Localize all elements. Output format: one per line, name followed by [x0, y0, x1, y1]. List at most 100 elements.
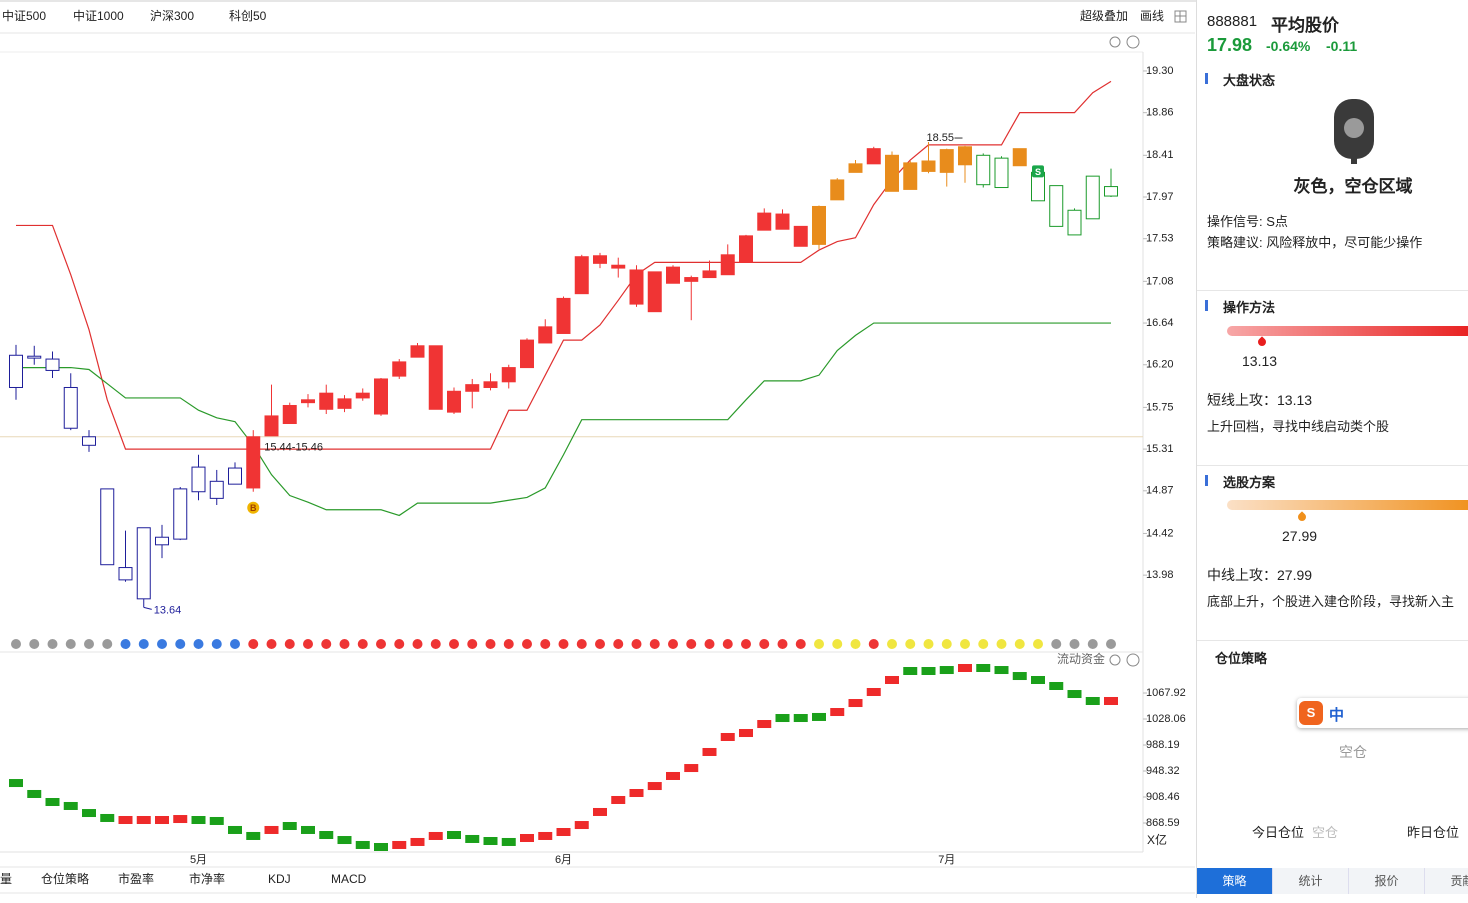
y-tick-label: 19.30	[1146, 65, 1174, 77]
status-dot	[1014, 639, 1025, 649]
candle-body	[574, 256, 589, 295]
status-dot	[960, 639, 970, 649]
status-dot	[321, 639, 332, 649]
status-dot	[376, 639, 386, 649]
status-dot	[84, 639, 94, 649]
method-text: 上升回档，寻找中线启动类个股	[1207, 419, 1390, 434]
marker-value: 27.99	[1282, 528, 1318, 544]
flow-bar	[866, 687, 881, 696]
flow-bar	[593, 807, 607, 816]
flow-bar	[501, 837, 516, 846]
status-light	[1344, 118, 1364, 138]
status-dot	[759, 639, 770, 649]
flow-bar	[173, 815, 188, 824]
candle-body	[465, 384, 480, 392]
panel-tab[interactable]: 策略	[1197, 868, 1273, 894]
status-dot	[120, 639, 131, 649]
pane-title: 流动资金	[1057, 651, 1105, 666]
candle-body	[209, 480, 224, 499]
flow-bar	[574, 821, 589, 830]
status-dot	[795, 639, 806, 649]
x-tick-label: 7月	[938, 854, 955, 866]
flow-bar	[647, 782, 662, 791]
status-dot	[887, 639, 897, 649]
ime-toolbar[interactable]: S 中	[1297, 698, 1468, 728]
flow-bar	[209, 816, 224, 825]
candle-body	[410, 345, 425, 358]
toolbar-button[interactable]: 超级叠加	[1080, 8, 1128, 23]
candle-body	[520, 339, 534, 369]
candle-body	[1067, 209, 1082, 236]
help-icon[interactable]	[1126, 35, 1140, 49]
status-dot	[339, 639, 350, 649]
low-label: 13.64	[154, 604, 182, 616]
candle-body	[9, 354, 23, 388]
candle-body	[994, 157, 1009, 189]
flow-bar	[319, 831, 334, 840]
y-tick-label: 18.86	[1146, 107, 1174, 119]
section-marker	[1205, 300, 1208, 311]
indicator-tab[interactable]: 市盈率	[118, 871, 154, 886]
flow-bar	[246, 831, 261, 840]
section-marker	[1205, 475, 1208, 486]
panel-tab[interactable]: 统计	[1273, 868, 1349, 894]
index-tab[interactable]: 科创50	[229, 9, 267, 23]
today-value: 空仓	[1312, 825, 1339, 840]
divider	[1197, 290, 1468, 291]
flow-bar	[1031, 675, 1045, 684]
signal-text: 操作信号: S点	[1207, 214, 1288, 229]
index-tab[interactable]: 沪深300	[150, 9, 194, 23]
y-tick-label: 988.19	[1146, 739, 1180, 751]
candle-body	[1085, 175, 1100, 220]
flow-bar	[228, 825, 242, 834]
flow-bar	[520, 834, 534, 843]
flow-bar	[921, 666, 936, 675]
status-dot	[941, 639, 952, 649]
settings-icon[interactable]	[1109, 654, 1121, 666]
flow-bar	[885, 675, 899, 684]
indicator-tab[interactable]: 仓位策略	[41, 871, 89, 886]
flow-bar	[264, 825, 279, 834]
status-dot	[430, 639, 441, 649]
candle-body	[1012, 148, 1027, 167]
flow-bar	[830, 708, 845, 717]
indicator-line	[16, 322, 1111, 517]
help-icon[interactable]	[1126, 653, 1140, 667]
signal-marker	[1032, 165, 1044, 178]
index-tab[interactable]: 中证1000	[73, 8, 124, 23]
toolbar-button[interactable]: 画线	[1140, 9, 1164, 23]
status-dot	[485, 639, 496, 649]
indicator-tab[interactable]: MACD	[331, 872, 367, 886]
status-dot	[303, 639, 313, 649]
candle-body	[848, 163, 863, 173]
status-dot	[1087, 639, 1098, 649]
indicator-tab[interactable]: 量	[0, 872, 12, 886]
candle-body	[319, 392, 334, 410]
index-tab[interactable]: 中证500	[2, 8, 46, 23]
flow-bar	[465, 834, 480, 843]
indicator-tab[interactable]: KDJ	[268, 872, 291, 886]
candle-body	[702, 270, 717, 279]
position-state: 空仓	[1339, 744, 1367, 760]
candle-body	[1104, 186, 1118, 197]
flow-bar	[939, 666, 954, 675]
panel-tab[interactable]: 报价	[1349, 868, 1425, 894]
flow-bar	[27, 789, 42, 798]
candle-body	[301, 399, 315, 404]
y-tick-label: 15.75	[1146, 401, 1174, 413]
status-dot	[1051, 639, 1062, 649]
status-dot	[284, 639, 295, 649]
flow-bar	[994, 666, 1009, 675]
status-dot	[540, 639, 551, 649]
flow-bar	[82, 809, 96, 818]
status-dot	[996, 639, 1007, 649]
status-dot	[850, 639, 861, 649]
status-dot	[29, 639, 40, 649]
marker-value: 13.13	[1242, 353, 1278, 369]
indicator-tab[interactable]: 市净率	[189, 871, 225, 886]
candle-body	[27, 355, 42, 359]
panel-tab[interactable]: 贡献	[1425, 868, 1468, 894]
settings-icon[interactable]	[1109, 36, 1121, 48]
candle-body	[100, 488, 115, 566]
divider	[1197, 640, 1468, 641]
